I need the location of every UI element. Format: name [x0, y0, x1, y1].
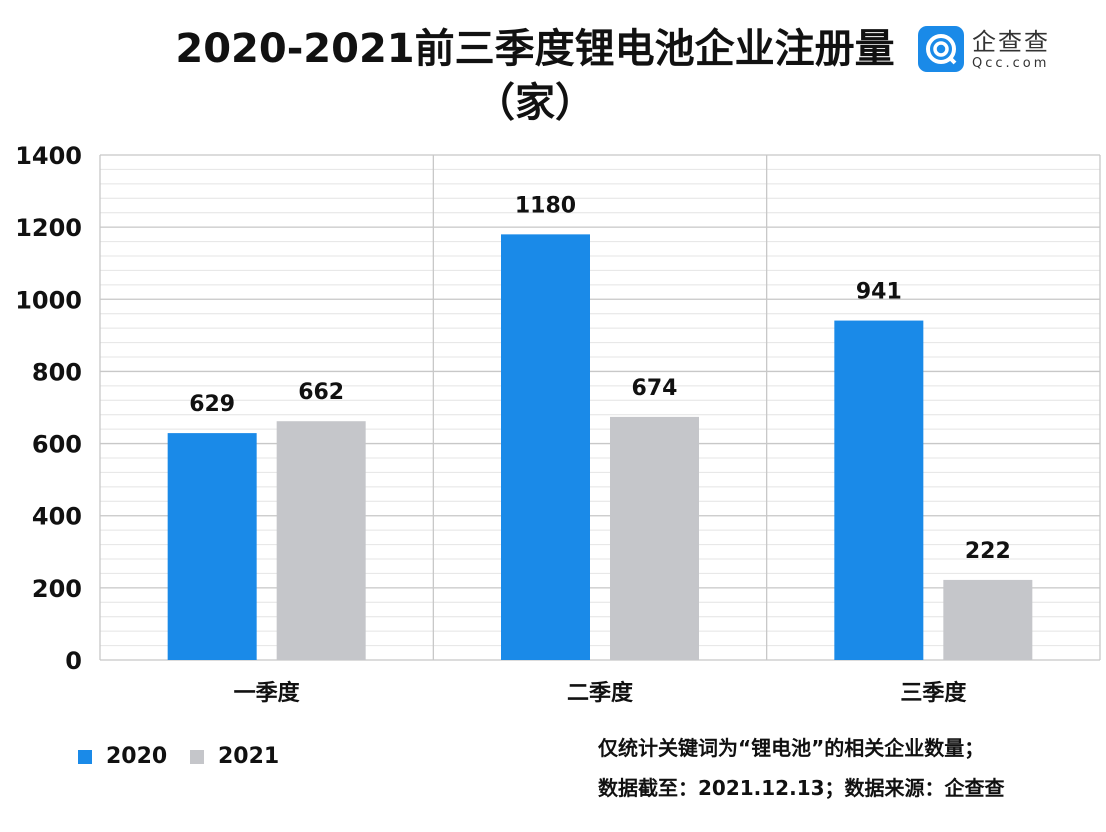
data-label: 662 [298, 380, 344, 405]
bar-2020 [167, 433, 257, 660]
note-scope: 仅统计关键词为“锂电池”的相关企业数量； [598, 736, 985, 760]
y-tick-label: 1200 [15, 214, 82, 242]
y-tick-label: 800 [32, 358, 82, 386]
y-tick-label: 1000 [15, 286, 82, 314]
chart-title: 2020-2021前三季度锂电池企业注册量（家） [175, 26, 895, 126]
legend-swatch-2021 [190, 749, 204, 764]
logo-en: Qcc.com [972, 55, 1050, 71]
y-tick-label: 600 [32, 431, 82, 459]
x-tick-label: 二季度 [567, 680, 634, 706]
bar-2021 [610, 416, 699, 660]
bar-2021 [943, 579, 1033, 660]
bar-2020 [834, 320, 924, 660]
qcc-logo-icon [918, 26, 964, 72]
x-tick-label: 三季度 [900, 680, 967, 706]
legend-label: 2020 [106, 744, 168, 769]
legend-swatch-2020 [78, 749, 92, 764]
y-tick-label: 400 [32, 503, 82, 531]
note-source: 数据截至：2021.12.13；数据来源：企查查 [598, 776, 1005, 800]
y-tick-label: 200 [32, 575, 82, 603]
data-label: 941 [856, 280, 902, 305]
data-label: 674 [632, 376, 678, 401]
x-tick-label: 一季度 [234, 680, 301, 706]
legend-item-2020: 2020 [78, 744, 167, 769]
bar-2020 [501, 234, 590, 660]
bar-2021 [276, 421, 366, 660]
data-label: 629 [189, 392, 235, 417]
data-label: 1180 [515, 193, 576, 218]
legend-item-2021: 2021 [190, 744, 279, 769]
y-tick-label: 1400 [15, 142, 82, 170]
logo-cn: 企查查 [972, 27, 1050, 56]
data-label: 222 [965, 539, 1011, 564]
y-tick-label: 0 [65, 647, 82, 675]
qcc-logo: 企查查 Qcc.com [918, 26, 1050, 72]
legend-label: 2021 [218, 744, 280, 769]
